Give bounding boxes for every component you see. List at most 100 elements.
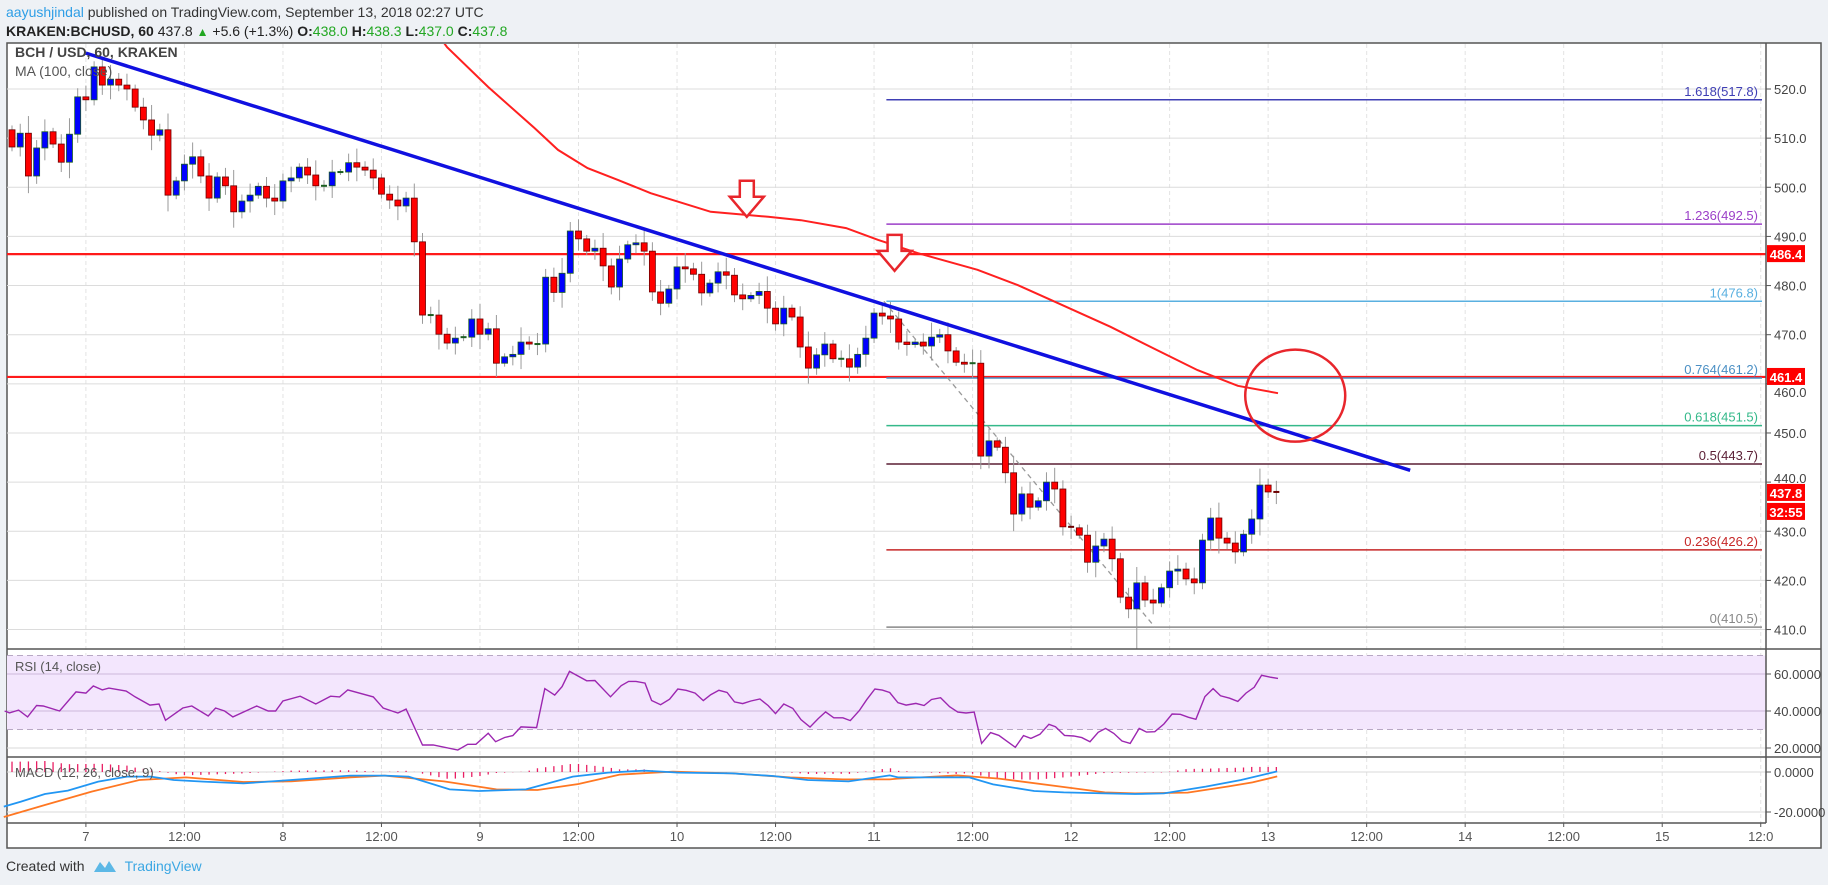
candle-body-up <box>1174 568 1182 572</box>
candle <box>509 345 517 366</box>
price-axis-label: 510.0 <box>1774 131 1807 146</box>
candle <box>222 167 229 195</box>
fib-swing-dashed-line[interactable] <box>883 300 1156 628</box>
candle-body-up <box>542 276 550 345</box>
macd-pane[interactable] <box>3 761 1766 818</box>
candle <box>648 242 656 301</box>
created-with-text: Created with <box>6 858 85 874</box>
time-axis-label: 12:00 <box>956 829 989 844</box>
candle <box>460 334 467 342</box>
candle-body-down <box>123 84 131 90</box>
highlight-circle[interactable] <box>1243 348 1347 443</box>
candle <box>1133 567 1141 649</box>
candle-body-up <box>172 180 180 196</box>
candle <box>394 185 402 221</box>
candle-body-up <box>870 312 878 339</box>
candle-body-down <box>657 291 664 304</box>
candle <box>665 284 673 308</box>
candle <box>566 221 574 283</box>
candle-body-up <box>591 247 599 252</box>
candle <box>49 127 57 148</box>
bearish-trendline[interactable] <box>85 51 1411 472</box>
last-price-label: 437.8 <box>1770 486 1803 501</box>
price-axis-label: 450.0 <box>1774 426 1807 441</box>
high-label: H: <box>351 23 367 39</box>
candle <box>607 258 615 295</box>
rsi-axis-label: 20.0000 <box>1774 741 1821 756</box>
time-axis-label: 15 <box>1655 829 1669 844</box>
price-pane[interactable]: 1.618(517.8) 1.236(492.5) 1(476.8) 0.764(46… <box>7 35 1766 657</box>
candle-body-down <box>263 185 270 199</box>
candle-body-down <box>49 131 57 145</box>
bar-countdown-label: 32:55 <box>1769 505 1802 520</box>
fib-level-label: 0.618(451.5) <box>1684 410 1758 425</box>
candle-body-down <box>952 350 960 363</box>
candle <box>755 282 763 305</box>
candle-body-down <box>550 276 558 293</box>
candle-body-down <box>919 341 927 347</box>
candle <box>263 176 270 208</box>
candle-body-down <box>1116 558 1124 598</box>
candle-body-down <box>607 265 615 288</box>
candle-doji <box>427 314 434 317</box>
candle-body-up <box>747 294 755 300</box>
candle-body-up <box>755 291 763 296</box>
candle <box>534 332 541 356</box>
candle-body-up <box>1207 517 1215 541</box>
candle-body-up <box>279 180 287 202</box>
candle <box>1182 562 1190 586</box>
tradingview-brand-link[interactable]: TradingView <box>124 858 202 874</box>
candle <box>386 185 394 209</box>
candle-body-down <box>25 132 32 177</box>
candle-body-up <box>189 156 197 165</box>
candle-body-up <box>468 318 476 338</box>
candle <box>657 279 664 316</box>
candle-body-down <box>829 343 837 360</box>
candle-body-down <box>739 294 747 300</box>
candle-body-up <box>509 353 517 358</box>
candle-body-down <box>1084 534 1091 563</box>
candle <box>1116 552 1124 604</box>
footer: Created with TradingView <box>6 858 202 874</box>
rsi-legend: RSI (14, close) <box>15 659 101 674</box>
candle <box>1215 502 1223 554</box>
candle <box>624 240 632 264</box>
rsi-pane[interactable] <box>4 655 1766 751</box>
candle-doji <box>320 184 327 187</box>
candle <box>1125 587 1132 619</box>
macd-line <box>3 769 1278 808</box>
macd-axis-label: -20.0000 <box>1774 805 1825 820</box>
candle-doji <box>838 357 845 360</box>
candle <box>213 172 221 203</box>
axes[interactable]: 7 12:00 8 12:00 9 12:00 10 12:00 11 12:00 12 12:00 1… <box>82 82 1825 844</box>
down-arrow-icon[interactable] <box>727 179 767 219</box>
candle <box>148 104 155 151</box>
candle <box>74 88 82 143</box>
publish-text: published on TradingView.com, September … <box>87 4 484 20</box>
candle <box>1158 583 1165 608</box>
candle <box>829 339 837 363</box>
candle <box>599 233 607 282</box>
candle <box>33 140 41 184</box>
level-price-label: 461.4 <box>1770 370 1803 385</box>
candle <box>1141 575 1149 608</box>
candle <box>90 61 98 106</box>
candle-doji <box>1273 490 1280 493</box>
candle-body-up <box>402 197 410 207</box>
candle-body-down <box>846 358 853 368</box>
candle <box>172 176 180 200</box>
candle <box>854 347 862 374</box>
candle <box>944 322 952 364</box>
time-axis-label: 9 <box>476 829 483 844</box>
candle <box>714 262 722 293</box>
candle-body-down <box>1223 537 1231 544</box>
candle-body-up <box>213 176 221 199</box>
author-link[interactable]: aayushjindal <box>6 4 84 20</box>
candle-body-down <box>312 174 320 187</box>
candle <box>57 134 65 173</box>
down-arrow-icon[interactable] <box>874 233 915 273</box>
last-price-label-box <box>1767 483 1805 501</box>
candle-body-up <box>821 343 829 356</box>
candle-body-up <box>1166 570 1174 589</box>
